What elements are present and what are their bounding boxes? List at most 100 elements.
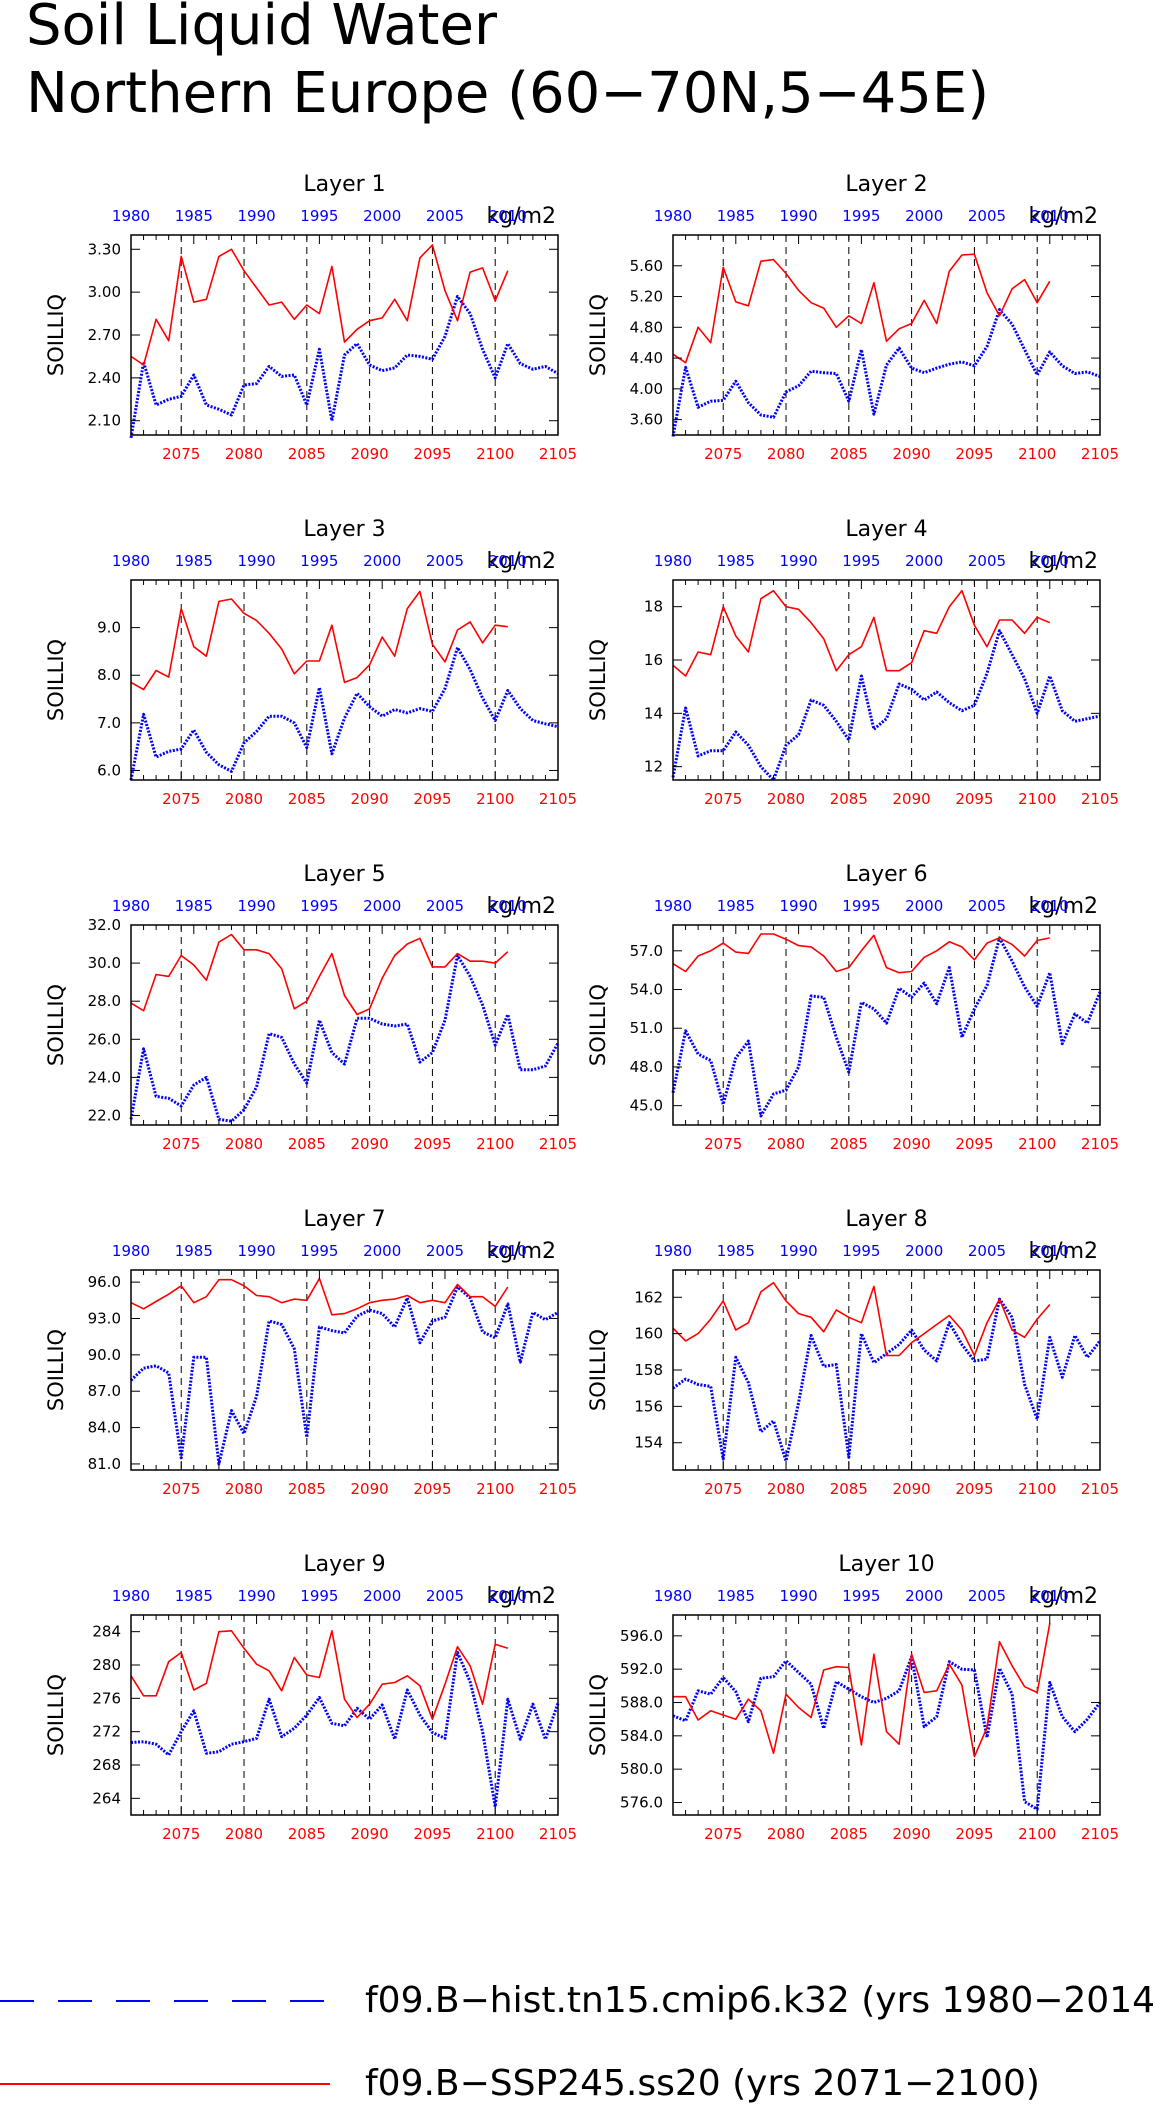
series-hist-line: [129, 294, 559, 439]
bottom-tick-label: 2085: [288, 790, 326, 808]
y-axis-label: SOILLIQ: [44, 1329, 68, 1411]
series-ssp-line: [672, 1281, 1051, 1357]
plot-frame: [672, 1614, 1101, 1816]
y-tick-label: 26.0: [88, 1030, 121, 1048]
bottom-tick-label: 2095: [955, 790, 993, 808]
units-label: kg/m2: [486, 204, 556, 229]
panels: Layer 1 kg/m2 SOILLIQ 1980 1985 1990 1995 2000 2…: [44, 172, 1119, 1843]
top-tick-label: 2000: [363, 897, 401, 915]
bottom-tick-label: 2085: [288, 1825, 326, 1843]
plot-frame: [672, 924, 1101, 1126]
top-tick-label: 1995: [842, 1242, 880, 1260]
panel-title: Layer 7: [303, 1207, 385, 1232]
panel-2: Layer 2 kg/m2 SOILLIQ 1980 1985 1990 1995 2000 2…: [586, 172, 1119, 463]
top-tick-label: 1990: [779, 552, 817, 570]
top-tick-label: 2005: [426, 1587, 464, 1605]
units-label: kg/m2: [486, 1239, 556, 1264]
y-tick-label: 32.0: [88, 916, 121, 934]
bottom-tick-label: 2090: [893, 1135, 931, 1153]
bottom-tick-label: 2090: [351, 445, 389, 463]
series-hist-line: [672, 1297, 1102, 1463]
top-tick-label: 1985: [717, 207, 755, 225]
top-tick-label: 2005: [968, 897, 1006, 915]
units-label: kg/m2: [1028, 1239, 1098, 1264]
y-tick-label: 5.20: [630, 288, 663, 306]
top-tick-label: 1980: [654, 207, 692, 225]
y-tick-label: 580.0: [620, 1760, 663, 1778]
series-hist-line: [671, 629, 1101, 782]
series-ssp-line: [673, 1623, 1051, 1758]
top-tick-label: 1985: [175, 1587, 213, 1605]
top-tick-label: 2000: [905, 897, 943, 915]
panel-title: Layer 6: [845, 862, 927, 887]
top-tick-label: 2000: [905, 552, 943, 570]
plot-frame: [130, 1269, 559, 1471]
panel-5: Layer 5 kg/m2 SOILLIQ 1980 1985 1990 1995 2000 2…: [44, 862, 577, 1153]
panel-title: Layer 9: [303, 1552, 385, 1577]
bottom-tick-label: 2095: [413, 790, 451, 808]
series-ssp-line: [130, 1277, 509, 1316]
plot-frame: [130, 1614, 559, 1816]
y-tick-label: 12: [644, 758, 663, 776]
bottom-tick-label: 2080: [767, 445, 805, 463]
legend-ssp-label: f09.B−SSP245.ss20 (yrs 2071−2100): [365, 2063, 1040, 2104]
y-tick-label: 28.0: [88, 992, 121, 1010]
top-tick-label: 1990: [237, 552, 275, 570]
bottom-tick-label: 2100: [1018, 445, 1056, 463]
series-hist-line: [671, 936, 1102, 1118]
legend: f09.B−hist.tn15.cmip6.k32 (yrs 1980−2014…: [0, 1980, 1155, 2104]
series-ssp-line: [130, 590, 508, 691]
top-tick-label: 1985: [717, 897, 755, 915]
top-tick-label: 1990: [779, 1242, 817, 1260]
series-hist-line: [130, 1651, 560, 1809]
bottom-tick-label: 2095: [955, 445, 993, 463]
bottom-tick-label: 2085: [288, 445, 326, 463]
y-tick-label: 2.10: [88, 412, 121, 430]
plot-frame: [672, 579, 1101, 781]
bottom-tick-label: 2095: [413, 1825, 451, 1843]
y-tick-label: 8.0: [97, 666, 121, 684]
y-tick-label: 154: [634, 1434, 663, 1452]
top-tick-label: 1995: [300, 1587, 338, 1605]
bottom-tick-label: 2075: [704, 1135, 742, 1153]
bottom-tick-label: 2105: [539, 1135, 577, 1153]
bottom-tick-label: 2105: [1081, 1825, 1119, 1843]
bottom-tick-label: 2080: [225, 1135, 263, 1153]
panel-title: Layer 1: [303, 172, 385, 197]
panel-title: Layer 3: [303, 517, 385, 542]
top-tick-label: 1990: [779, 1587, 817, 1605]
y-tick-label: 576.0: [620, 1794, 663, 1812]
series-hist-line: [129, 954, 560, 1123]
panel-title: Layer 10: [838, 1552, 934, 1577]
bottom-tick-label: 2100: [476, 445, 514, 463]
y-tick-label: 2.40: [88, 369, 121, 387]
top-tick-label: 1990: [237, 897, 275, 915]
bottom-tick-label: 2100: [1018, 1825, 1056, 1843]
top-tick-label: 2000: [905, 1242, 943, 1260]
top-tick-label: 1980: [112, 1242, 150, 1260]
top-tick-label: 2005: [426, 897, 464, 915]
y-tick-label: 96.0: [88, 1273, 121, 1291]
panel-title: Layer 5: [303, 862, 385, 887]
top-tick-label: 2005: [426, 552, 464, 570]
y-tick-label: 156: [634, 1397, 663, 1415]
y-tick-label: 18: [644, 598, 663, 616]
top-tick-label: 1985: [175, 552, 213, 570]
top-tick-label: 1995: [842, 1587, 880, 1605]
top-tick-label: 2010: [1031, 552, 1069, 570]
bottom-tick-label: 2085: [830, 1135, 868, 1153]
bottom-tick-label: 2090: [351, 1825, 389, 1843]
y-tick-label: 158: [634, 1361, 663, 1379]
top-tick-label: 2000: [363, 1242, 401, 1260]
bottom-tick-label: 2085: [288, 1480, 326, 1498]
y-tick-label: 14: [644, 704, 663, 722]
y-axis-label: SOILLIQ: [586, 1329, 610, 1411]
y-tick-label: 284: [92, 1623, 121, 1641]
y-axis-label: SOILLIQ: [586, 294, 610, 376]
top-tick-label: 2010: [1031, 897, 1069, 915]
top-tick-label: 2005: [968, 552, 1006, 570]
bottom-tick-label: 2075: [704, 445, 742, 463]
top-tick-label: 2010: [489, 1242, 527, 1260]
bottom-tick-label: 2090: [893, 790, 931, 808]
